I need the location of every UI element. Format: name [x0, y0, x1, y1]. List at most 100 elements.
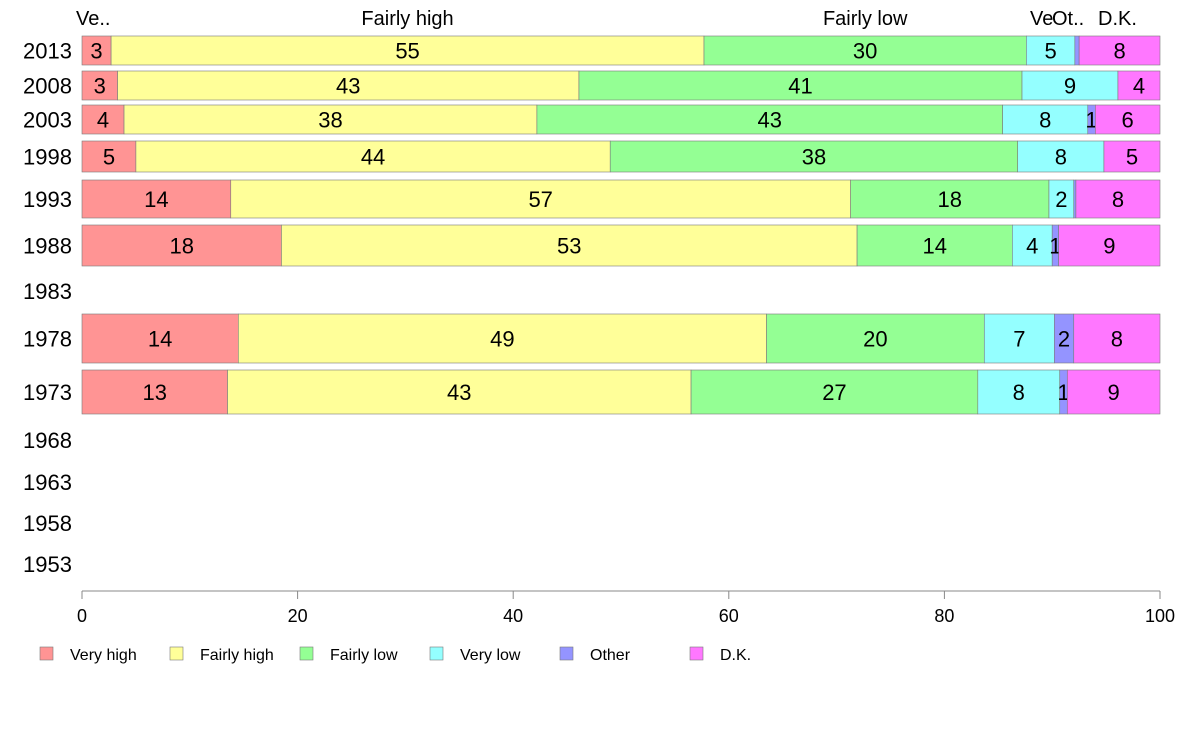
data-label-1978-other: 2 [1058, 327, 1070, 352]
category-label-1953: 1953 [23, 552, 72, 577]
data-label-1993-d-k-: 8 [1112, 187, 1124, 212]
category-label-1998: 1998 [23, 145, 72, 170]
bar-2003-very-low [1002, 104, 1089, 135]
bar-1978-very-high [81, 313, 239, 364]
data-label-2013-very-high: 3 [90, 39, 102, 64]
category-label-2003: 2003 [23, 108, 72, 133]
legend-swatch-d-k- [689, 646, 704, 661]
data-label-2008-fairly-low: 41 [788, 74, 812, 99]
data-label-1988-very-low: 4 [1026, 234, 1038, 259]
data-label-1998-fairly-high: 44 [361, 145, 385, 170]
data-label-1993-fairly-high: 57 [528, 187, 552, 212]
data-label-1988-d-k-: 9 [1103, 234, 1115, 259]
bar-1988-very-high [81, 224, 282, 267]
data-label-2013-very-low: 5 [1044, 39, 1056, 64]
bar-1998-very-low [1017, 140, 1105, 173]
bar-1993-very-low [1048, 179, 1075, 219]
bar-1993-fairly-low [850, 179, 1050, 219]
top-label-3: Ve [1030, 8, 1053, 30]
x-tick-label-60: 60 [719, 606, 739, 626]
bar-1993-very-high [81, 179, 232, 219]
bar-2013-fairly-low [703, 35, 1027, 66]
data-label-2013-fairly-low: 30 [853, 39, 877, 64]
bar-2008-very-low [1021, 70, 1119, 101]
category-label-2008: 2008 [23, 74, 72, 99]
top-label-1: Fairly high [361, 8, 453, 30]
legend-label-other: Other [590, 647, 631, 664]
x-tick-label-20: 20 [288, 606, 308, 626]
data-label-1988-fairly-high: 53 [557, 234, 581, 259]
data-label-1973-d-k-: 9 [1108, 380, 1120, 405]
top-label-4: Ot.. [1052, 8, 1084, 30]
data-label-1998-fairly-low: 38 [802, 145, 826, 170]
bar-1973-d-k- [1066, 369, 1161, 415]
top-label-5: D.K. [1098, 8, 1137, 30]
bar-2003-fairly-high [123, 104, 538, 135]
top-label-0: Ve.. [76, 8, 110, 30]
bar-1978-d-k- [1073, 313, 1161, 364]
bar-2008-fairly-low [578, 70, 1023, 101]
data-label-1993-very-low: 2 [1055, 187, 1067, 212]
legend-swatch-very-low [429, 646, 444, 661]
legend-swatch-fairly-high [169, 646, 184, 661]
bar-1988-d-k- [1058, 224, 1161, 267]
category-label-1988: 1988 [23, 234, 72, 259]
x-tick-label-100: 100 [1145, 606, 1175, 626]
bar-2013-very-high [81, 35, 112, 66]
legend-label-d-k-: D.K. [720, 647, 751, 664]
data-label-2008-fairly-high: 43 [336, 74, 360, 99]
data-label-1998-very-low: 8 [1055, 145, 1067, 170]
data-label-2008-very-low: 9 [1064, 74, 1076, 99]
data-label-1978-very-high: 14 [148, 327, 172, 352]
data-label-1978-fairly-high: 49 [490, 327, 514, 352]
bar-2013-other [1074, 35, 1080, 66]
bar-1993-fairly-high [230, 179, 851, 219]
data-label-2003-other: 1 [1085, 108, 1097, 133]
bar-1978-very-low [983, 313, 1055, 364]
category-label-1958: 1958 [23, 511, 72, 536]
category-label-1983: 1983 [23, 279, 72, 304]
x-tick-label-40: 40 [503, 606, 523, 626]
bar-2008-very-high [81, 70, 118, 101]
bar-1993-d-k- [1075, 179, 1161, 219]
data-label-1993-very-high: 14 [144, 187, 168, 212]
bar-2013-d-k- [1078, 35, 1161, 66]
data-label-1978-very-low: 7 [1013, 327, 1025, 352]
data-label-2003-very-low: 8 [1039, 108, 1051, 133]
legend-label-very-high: Very high [70, 647, 137, 664]
legend-label-very-low: Very low [460, 647, 521, 664]
bar-2013-fairly-high [110, 35, 705, 66]
x-tick-label-0: 0 [77, 606, 87, 626]
legend-swatch-very-high [39, 646, 54, 661]
data-label-2013-fairly-high: 55 [395, 39, 419, 64]
bar-2008-fairly-high [117, 70, 580, 101]
data-label-1973-fairly-high: 43 [447, 380, 471, 405]
bar-2003-d-k- [1095, 104, 1161, 135]
category-label-2013: 2013 [23, 39, 72, 64]
data-label-1993-fairly-low: 18 [938, 187, 962, 212]
bar-1973-fairly-low [690, 369, 979, 415]
data-label-2008-d-k-: 4 [1133, 74, 1145, 99]
data-label-1998-d-k-: 5 [1126, 145, 1138, 170]
top-label-2: Fairly low [823, 8, 908, 30]
data-label-1973-fairly-low: 27 [822, 380, 846, 405]
category-label-1973: 1973 [23, 380, 72, 405]
legend-label-fairly-low: Fairly low [330, 647, 398, 664]
legend-swatch-fairly-low [299, 646, 314, 661]
data-label-1973-other: 1 [1057, 380, 1069, 405]
data-label-2003-d-k-: 6 [1122, 108, 1134, 133]
data-label-1973-very-low: 8 [1013, 380, 1025, 405]
category-label-1963: 1963 [23, 470, 72, 495]
data-label-1988-fairly-low: 14 [922, 234, 946, 259]
bar-1988-very-low [1012, 224, 1053, 267]
data-label-2013-d-k-: 8 [1113, 39, 1125, 64]
legend-swatch-other [559, 646, 574, 661]
data-label-2003-fairly-low: 43 [758, 108, 782, 133]
data-label-2003-very-high: 4 [97, 108, 109, 133]
bar-1998-very-high [81, 140, 137, 173]
category-label-1968: 1968 [23, 428, 72, 453]
bar-1998-fairly-low [609, 140, 1019, 173]
category-label-1993: 1993 [23, 187, 72, 212]
data-label-1973-very-high: 13 [143, 380, 167, 405]
